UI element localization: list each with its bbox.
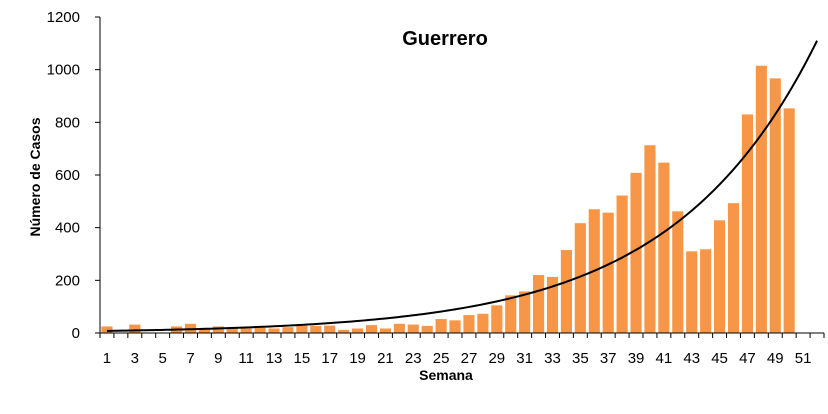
bar-week-26	[449, 320, 461, 333]
bar-week-28	[477, 313, 489, 333]
y-tick-label: 1200	[47, 9, 80, 26]
bar-week-30	[505, 295, 517, 333]
bar-week-10	[226, 328, 238, 333]
bar-week-40	[644, 145, 656, 333]
y-tick-label: 0	[72, 325, 80, 342]
bar-week-38	[616, 195, 628, 333]
bar-week-48	[755, 65, 767, 333]
x-tick-label: 33	[544, 350, 561, 367]
x-tick-label: 47	[739, 350, 756, 367]
x-tick-label: 19	[349, 350, 366, 367]
bar-week-39	[630, 172, 642, 333]
x-axis: 1 3 5 7 9 11 13 15 17 19 21 23 25 27 29 31 33 35 37 39 41 43 4…	[99, 333, 825, 367]
bar-week-34	[560, 250, 572, 333]
bar-week-47	[741, 114, 753, 333]
bar-week-18	[338, 329, 350, 333]
bar-week-19	[352, 328, 364, 333]
x-tick-label: 29	[488, 350, 505, 367]
x-tick-label: 43	[683, 350, 700, 367]
bar-week-33	[546, 276, 559, 333]
y-tick-label: 800	[55, 114, 80, 131]
bar-week-17	[324, 325, 336, 333]
x-tick-label: 35	[572, 350, 589, 367]
bar-week-49	[769, 78, 781, 334]
x-tick-label: 37	[600, 350, 617, 367]
x-tick-label: 39	[628, 350, 645, 367]
bar-week-41	[658, 162, 670, 333]
y-tick-label: 400	[55, 220, 80, 237]
bar-week-31	[519, 291, 531, 333]
bar-week-22	[393, 323, 405, 333]
bar-week-42	[672, 211, 684, 333]
x-tick-label: 5	[158, 350, 166, 367]
bar-week-8	[198, 328, 210, 333]
bar-week-20	[365, 325, 378, 333]
x-tick-label: 9	[214, 350, 222, 367]
x-tick-label: 41	[656, 350, 673, 367]
x-axis-title: Semana	[419, 367, 473, 383]
bar-week-45	[714, 220, 726, 333]
x-tick-label: 25	[433, 350, 450, 367]
y-axis-title: Número de Casos	[27, 117, 43, 236]
bar-week-46	[727, 203, 740, 333]
x-tick-label: 13	[266, 350, 283, 367]
bar-week-37	[602, 212, 614, 333]
x-tick-label: 15	[294, 350, 311, 367]
y-tick-label: 200	[55, 272, 80, 289]
bar-week-12	[254, 327, 266, 333]
x-tick-label: 1	[103, 350, 111, 367]
bar-series	[101, 65, 795, 334]
x-tick-label: 7	[186, 350, 194, 367]
bar-week-25	[435, 319, 447, 333]
y-axis: 0 200 400 600 800 1000 1200	[47, 9, 100, 342]
y-tick-label: 600	[55, 167, 80, 184]
x-tick-label: 11	[238, 350, 254, 367]
bar-week-16	[310, 325, 322, 333]
y-tick-label: 1000	[47, 62, 80, 79]
bar-week-35	[574, 223, 586, 333]
bar-week-1	[101, 326, 113, 333]
bar-week-43	[686, 251, 698, 333]
x-tick-label: 27	[461, 350, 478, 367]
x-tick-label: 49	[767, 350, 784, 367]
bar-week-27	[463, 315, 475, 333]
bar-week-29	[491, 305, 503, 333]
trend-line	[106, 40, 818, 332]
x-tick-label: 45	[711, 350, 728, 367]
chart-title: Guerrero	[402, 28, 488, 50]
bar-week-14	[282, 327, 294, 333]
x-tick-label: 31	[516, 350, 533, 367]
bar-week-3	[129, 324, 141, 333]
bar-week-9	[212, 326, 224, 333]
bar-week-11	[240, 328, 252, 333]
bar-week-15	[296, 325, 308, 333]
bar-week-50	[783, 108, 795, 333]
x-tick-label: 17	[321, 350, 338, 367]
bar-week-23	[407, 324, 419, 333]
x-tick-label: 21	[377, 350, 394, 367]
bar-week-13	[268, 328, 280, 333]
x-tick-label: 3	[131, 350, 139, 367]
bar-week-32	[533, 275, 545, 333]
x-tick-label: 51	[795, 350, 812, 367]
bar-week-24	[421, 325, 433, 333]
bar-week-21	[379, 328, 391, 333]
x-tick-label: 23	[405, 350, 422, 367]
bar-week-44	[700, 249, 712, 333]
